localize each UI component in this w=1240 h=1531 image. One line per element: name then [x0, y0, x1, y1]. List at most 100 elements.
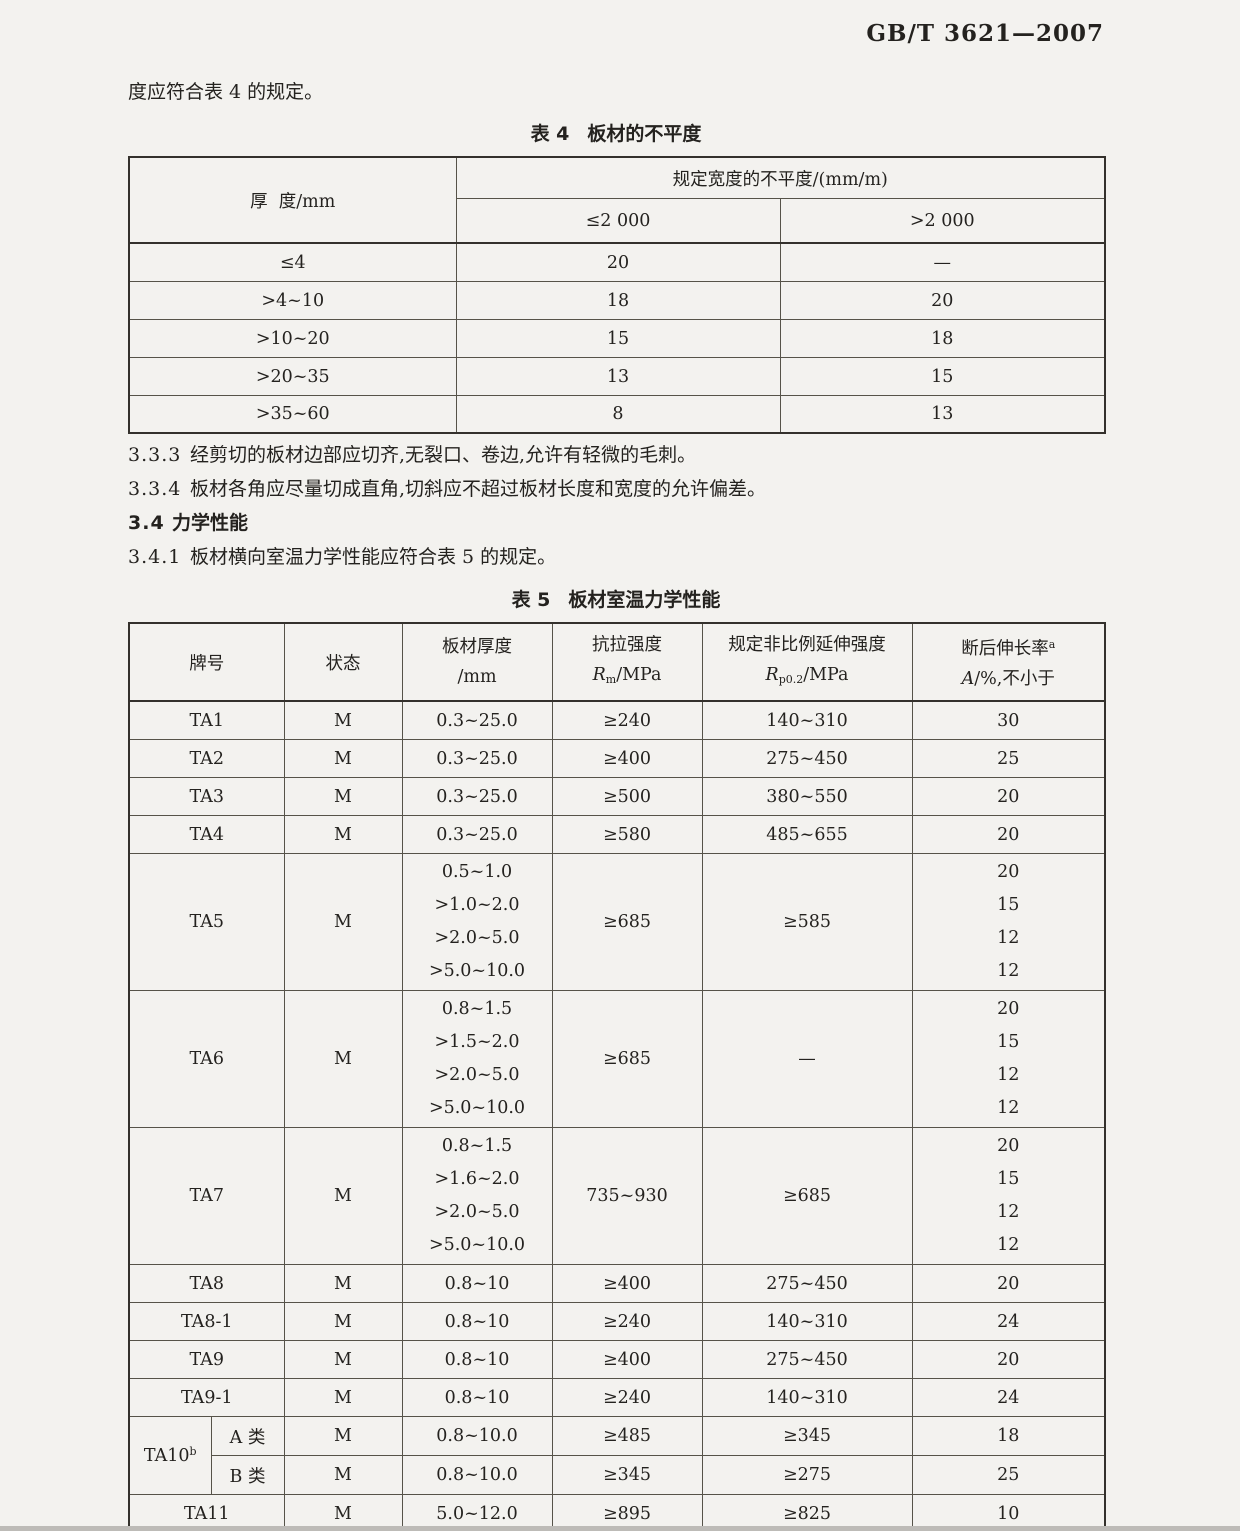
table4-title-name: 板材的不平度	[587, 123, 702, 145]
thickness-line: >5.0~10.0	[428, 1098, 526, 1118]
footnote-superscript: a	[1048, 638, 1056, 651]
header-line: /mm	[457, 667, 497, 687]
table-row: TA11 M 5.0~12.0 ≥895 ≥825 10	[128, 1494, 1106, 1531]
table-cell: 0.3~25.0	[401, 739, 553, 778]
table-cell: ≥685	[551, 990, 703, 1128]
table-cell: ≥895	[551, 1494, 703, 1531]
table-cell: ≥400	[551, 739, 703, 778]
table-cell: —	[701, 990, 913, 1128]
table-cell: ≤4	[128, 242, 457, 282]
table-cell: TA8	[128, 1264, 285, 1303]
table-cell: M	[283, 1302, 403, 1341]
symbol-R: R	[765, 664, 779, 685]
table5-title-name: 板材室温力学性能	[568, 589, 721, 611]
table-cell: B 类	[210, 1455, 285, 1495]
table-cell: M	[283, 1416, 403, 1456]
thickness-line: >2.0~5.0	[434, 1065, 520, 1085]
thickness-line: >2.0~5.0	[434, 928, 520, 948]
table-cell: 20	[911, 1340, 1106, 1379]
table-cell: TA7	[128, 1127, 285, 1265]
table-cell: 275~450	[701, 1340, 913, 1379]
table-cell: M	[283, 815, 403, 854]
table5-header-yield: 规定非比例延伸强度 Rp0.2/MPa	[701, 622, 913, 702]
table-cell: 13	[455, 357, 781, 396]
table-cell: M	[283, 853, 403, 991]
table-cell: >20~35	[128, 357, 457, 396]
elongation-line: 12	[997, 961, 1020, 981]
table-cell: 8	[455, 395, 781, 434]
table-row: TA1 M 0.3~25.0 ≥240 140~310 30	[128, 700, 1106, 740]
table5-header-tensile: 抗拉强度 Rm/MPa	[551, 622, 703, 702]
table-row: >10~20 15 18	[128, 319, 1106, 358]
table-cell: 5.0~12.0	[401, 1494, 553, 1531]
table-header-row: 厚 度/mm 规定宽度的不平度/(mm/m)	[128, 156, 1106, 244]
table-cell: 18	[911, 1416, 1106, 1456]
table-cell: M	[283, 1340, 403, 1379]
table-cell: 25	[911, 1455, 1106, 1495]
table5-mechanical-properties: 牌号 状态 板材厚度 /mm 抗拉强度 Rm/MPa 规定非比例延伸强度 Rp0…	[128, 622, 1106, 1531]
section-text: 力学性能	[172, 512, 249, 534]
page-content: GB/T 3621—2007 度应符合表 4 的规定。 表 4 板材的不平度 厚 …	[128, 0, 1107, 1531]
table-cell: 0.3~25.0	[401, 815, 553, 854]
table-cell: M	[283, 1127, 403, 1265]
elongation-line: 15	[997, 1169, 1020, 1189]
table-cell: ≥345	[551, 1455, 703, 1495]
table-cell: ≥240	[551, 1302, 703, 1341]
table-cell: ≥240	[551, 700, 703, 740]
table-header-row: ≤2 000 >2 000	[129, 198, 1106, 244]
thickness-line: >2.0~5.0	[434, 1202, 520, 1222]
table-cell: 275~450	[701, 739, 913, 778]
section-3-3-4: 3.3.4 板材各角应尽量切成直角,切斜应不超过板材长度和宽度的允许偏差。	[128, 477, 1104, 502]
header-line: 规定非比例延伸强度	[728, 634, 886, 655]
thickness-line: >5.0~10.0	[428, 1235, 526, 1255]
table-cell: 20 15 12 12	[911, 853, 1106, 991]
table-row: TA2 M 0.3~25.0 ≥400 275~450 25	[128, 739, 1106, 778]
table-cell: ≥580	[551, 815, 703, 854]
table-cell: 485~655	[701, 815, 913, 854]
table4-header-le2000: ≤2 000	[455, 198, 781, 244]
table-cell: 140~310	[701, 1302, 913, 1341]
elongation-line: 20	[997, 1136, 1020, 1156]
table-cell: 20	[911, 1264, 1106, 1303]
section-text: 经剪切的板材边部应切齐,无裂口、卷边,允许有轻微的毛刺。	[190, 444, 697, 466]
table-cell: 380~550	[701, 777, 913, 816]
table-cell: 13	[779, 395, 1106, 434]
elongation-line: 12	[997, 1235, 1020, 1255]
elongation-line: 12	[997, 1202, 1020, 1222]
thickness-line: 0.8~1.5	[441, 1136, 513, 1156]
unit: /MPa	[803, 664, 849, 685]
thickness-line: >5.0~10.0	[428, 961, 526, 981]
table-cell: A 类	[210, 1416, 285, 1456]
table-cell: 18	[455, 281, 781, 320]
table-row: TA7 M 0.8~1.5 >1.6~2.0 >2.0~5.0 >5.0~10.…	[128, 1127, 1106, 1265]
section-number: 3.4.1	[128, 546, 182, 568]
table-cell: 0.8~10	[401, 1264, 553, 1303]
symbol-R: R	[592, 664, 606, 685]
table-cell: TA4	[128, 815, 285, 854]
thickness-line: >1.6~2.0	[434, 1169, 520, 1189]
thickness-line: 0.8~1.5	[441, 999, 513, 1019]
table-cell: M	[283, 1264, 403, 1303]
table-cell: ≥585	[701, 853, 913, 991]
section-number: 3.3.4	[128, 478, 182, 500]
intro-paragraph: 度应符合表 4 的规定。	[128, 81, 324, 103]
grade-text: TA10	[143, 1446, 190, 1466]
table-row: TA9-1 M 0.8~10 ≥240 140~310 24	[128, 1378, 1106, 1417]
symbol-A: A	[961, 669, 975, 689]
table-row: >20~35 13 15	[128, 357, 1106, 396]
table4-header-group: 规定宽度的不平度/(mm/m)	[455, 156, 1106, 199]
subscript: m	[605, 672, 617, 686]
table-cell: TA6	[128, 990, 285, 1128]
footnote-superscript: b	[189, 1445, 197, 1458]
table-cell: 10	[911, 1494, 1106, 1531]
table4-header-gt2000: >2 000	[779, 198, 1106, 244]
table-cell: >10~20	[128, 319, 457, 358]
table-cell: 20	[911, 815, 1106, 854]
table-row: TA5 M 0.5~1.0 >1.0~2.0 >2.0~5.0 >5.0~10.…	[128, 853, 1106, 991]
table-cell: 0.8~10.0	[401, 1416, 553, 1456]
table-cell: ≥825	[701, 1494, 913, 1531]
table-header-row: 牌号 状态 板材厚度 /mm 抗拉强度 Rm/MPa 规定非比例延伸强度 Rp0…	[128, 622, 1106, 702]
table-row: TA3 M 0.3~25.0 ≥500 380~550 20	[128, 777, 1106, 816]
table-row: >4~10 18 20	[128, 281, 1106, 320]
table-cell: TA3	[128, 777, 285, 816]
